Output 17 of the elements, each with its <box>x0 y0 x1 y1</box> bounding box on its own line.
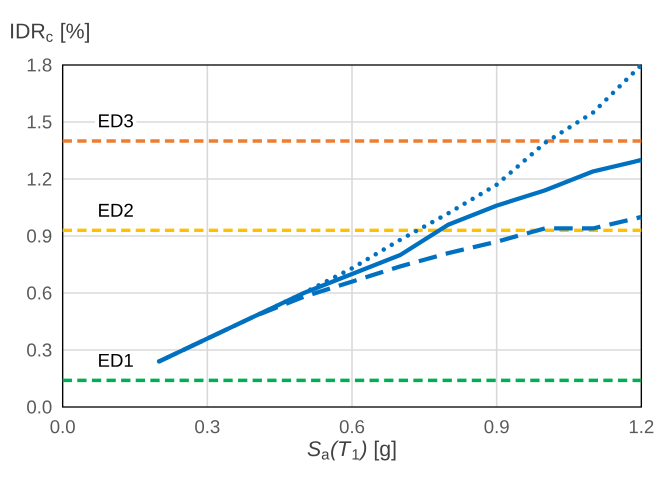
y-tick-label: 0.6 <box>27 286 52 300</box>
y-tick-label: 1.2 <box>28 172 52 186</box>
x-axis-title: S$_{a}$(T$_{1}$) [g] <box>308 440 396 460</box>
ref-line-label: ED3 <box>99 114 133 128</box>
y-tick-label: 0.3 <box>27 343 52 357</box>
y-tick-label: 1.5 <box>28 116 52 128</box>
x-tick-label: 0.3 <box>195 420 220 434</box>
x-tick-label: 1.2 <box>630 420 654 434</box>
ref-line-label: ED1 <box>99 354 133 367</box>
x-tick-label: 0.0 <box>50 420 75 434</box>
y-tick-label: 0.0 <box>27 400 52 414</box>
ref-line-label: ED2 <box>99 204 133 217</box>
x-tick-label: 0.9 <box>484 420 509 434</box>
y-axis-title: IDR$_{c}$ [%] <box>11 22 89 43</box>
y-tick-label: 1.8 <box>28 58 52 72</box>
x-tick-label: 0.6 <box>340 420 364 434</box>
y-tick-label: 0.9 <box>27 229 52 243</box>
